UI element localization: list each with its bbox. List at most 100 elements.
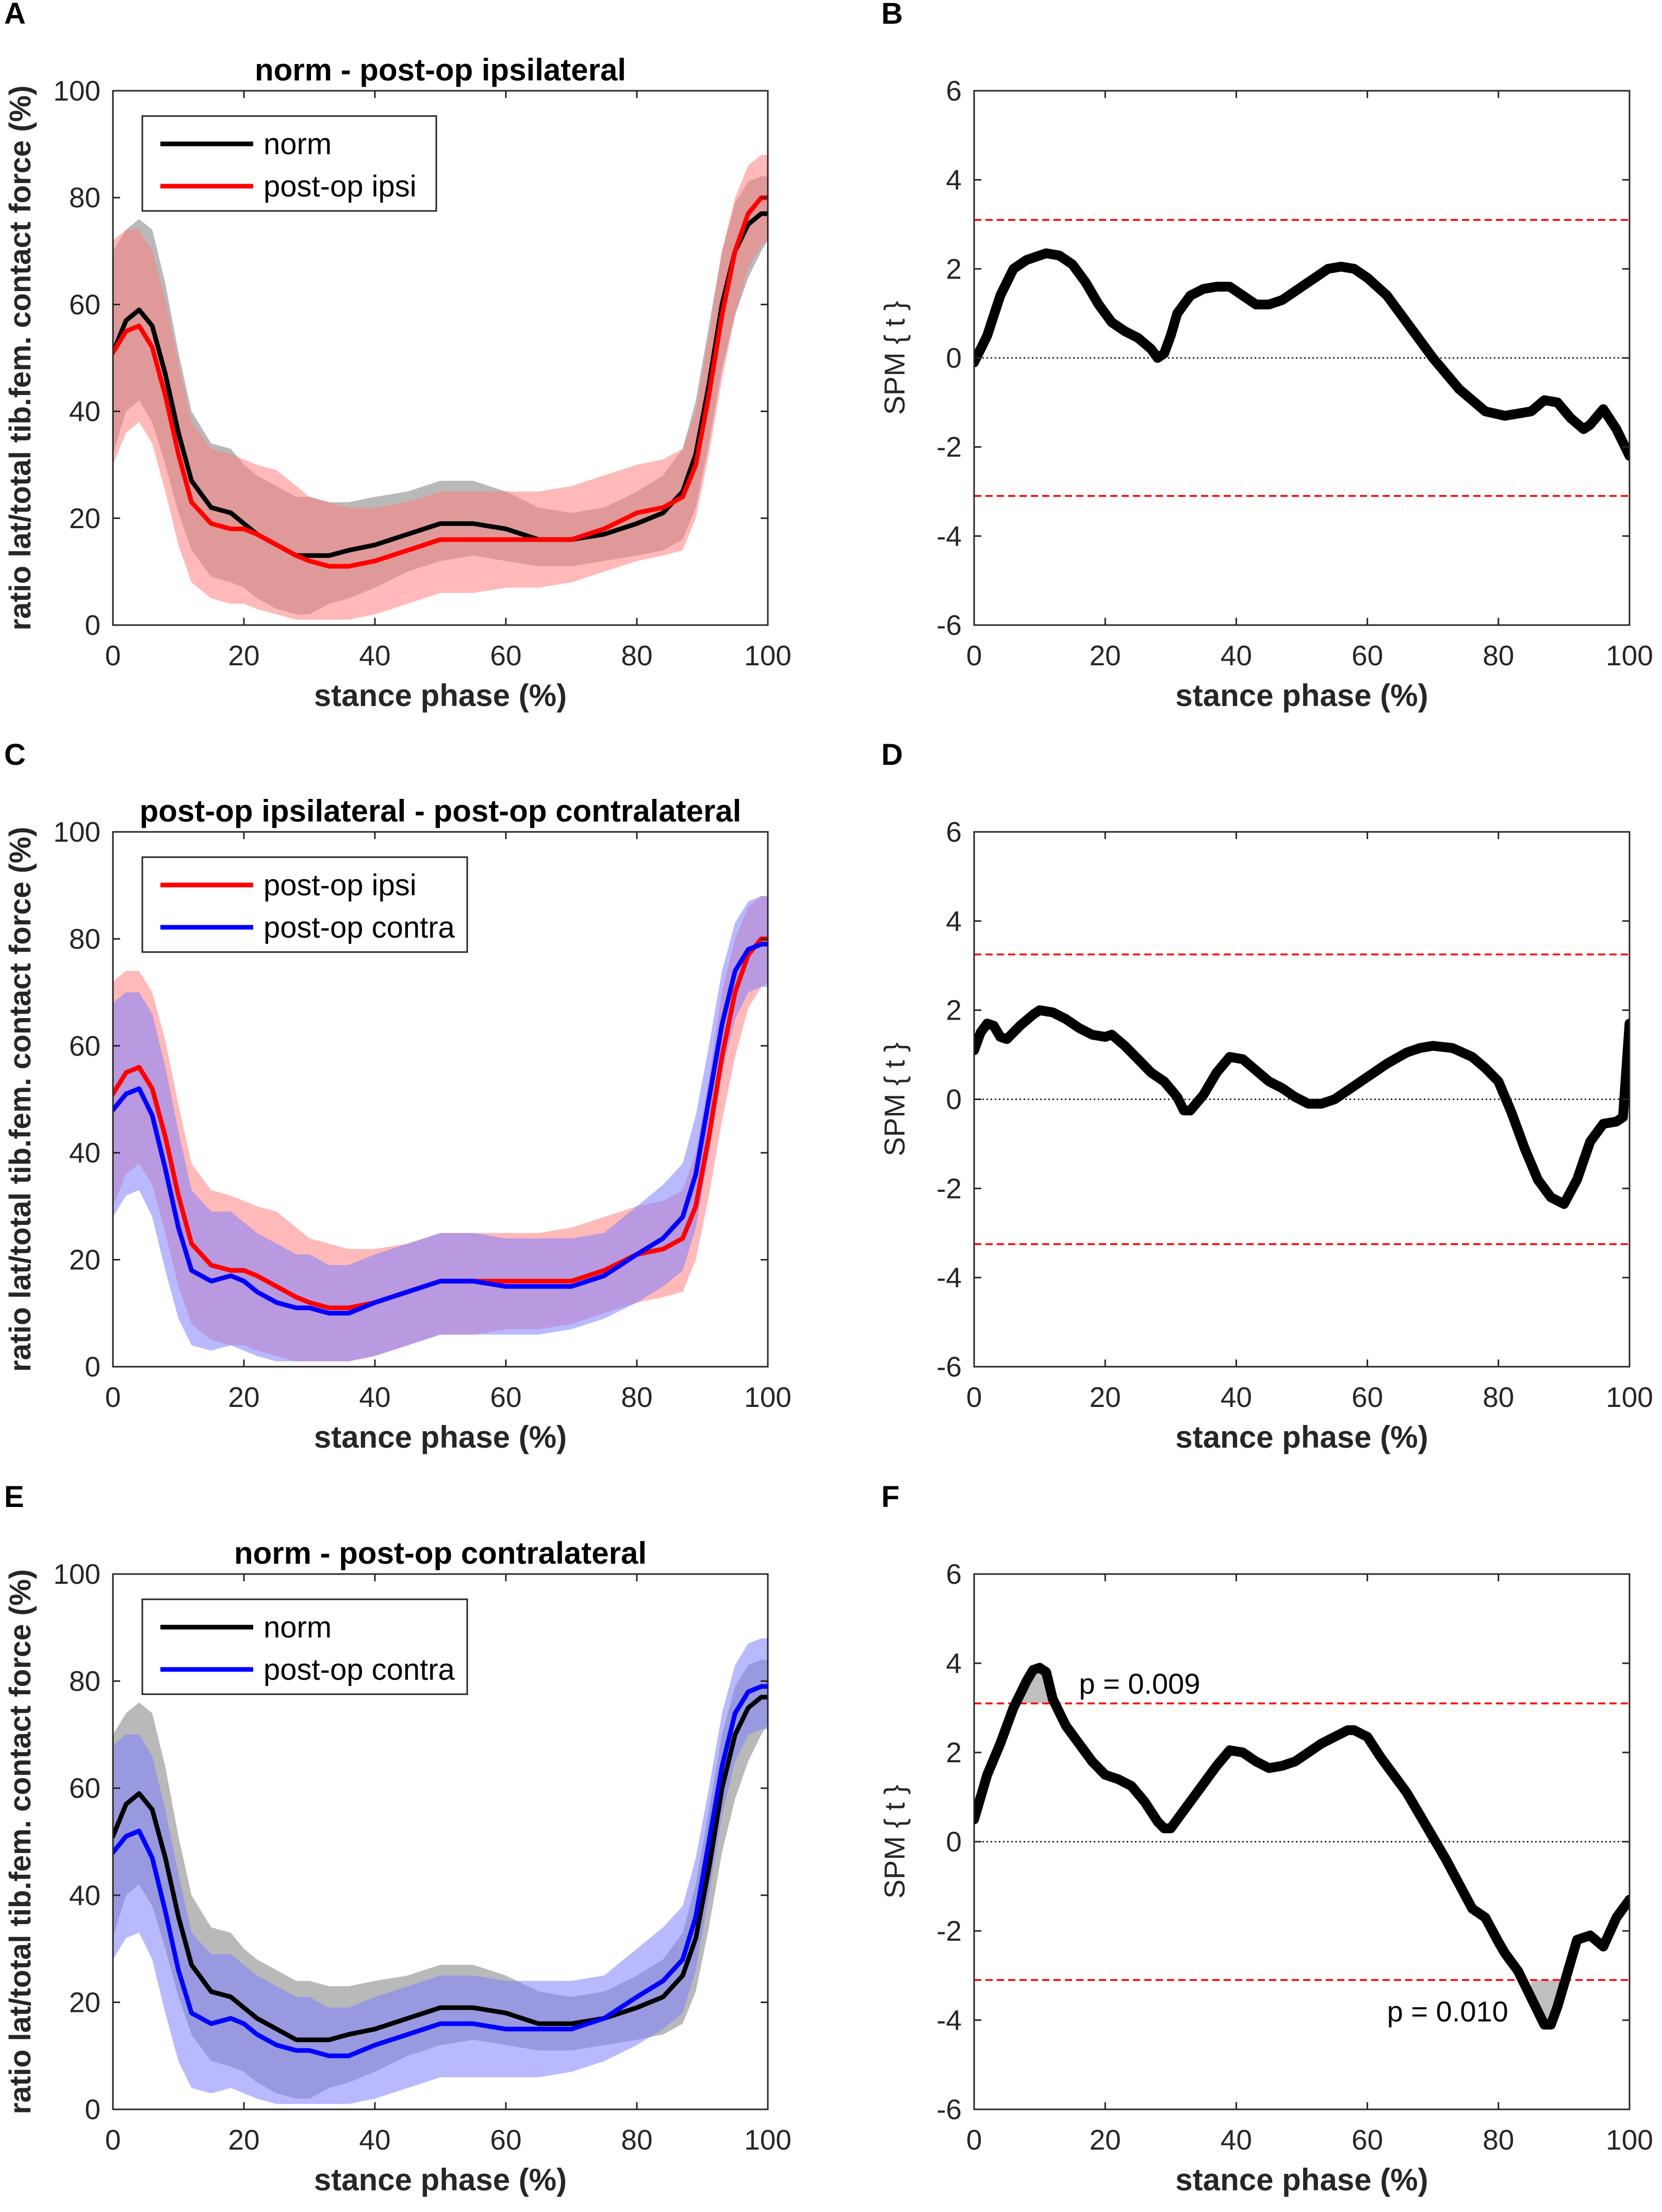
x-tick-label: 0 (105, 640, 121, 671)
x-tick-label: 100 (1606, 1381, 1653, 1413)
panel-a: 0 20 40 60 80 100 0 20 40 60 80 100 stance phase (%)… (4, 0, 792, 713)
x-tick-label: 0 (966, 1381, 982, 1413)
y-tick-label: -2 (936, 1172, 962, 1204)
y-tick-label: -6 (936, 1351, 962, 1383)
x-axis-label: stance phase (%) (314, 1420, 567, 1454)
spm-curve (974, 1663, 1630, 2030)
x-tick-label: 60 (490, 2124, 521, 2156)
y-axis-label: ratio lat/total tib.fem. contact force (… (4, 1569, 37, 2115)
legend-label: post-op ipsi (264, 170, 417, 203)
x-tick-label: 40 (1221, 640, 1252, 671)
y-tick-label: 6 (946, 75, 962, 107)
y-axis-label: ratio lat/total tib.fem. contact force (… (4, 827, 37, 1372)
chart-title: norm - post-op ipsilateral (255, 53, 626, 87)
panel-c: 0 20 40 60 80 100 0 20 40 60 80 100 stance phase (%)… (4, 738, 792, 1454)
y-tick-label: 6 (946, 816, 962, 848)
plot-content (113, 155, 768, 620)
x-tick-label: 100 (1606, 640, 1653, 671)
y-axis-label: ratio lat/total tib.fem. contact force (… (4, 86, 37, 631)
y-tick-label: 20 (69, 1244, 101, 1276)
y-tick-label: 4 (946, 164, 962, 196)
legend-label: post-op contra (264, 1653, 455, 1686)
x-tick-label: 100 (1606, 2124, 1653, 2156)
panel-letter: A (4, 0, 26, 30)
y-tick-label: 0 (946, 342, 962, 374)
x-axis-label: stance phase (%) (1175, 678, 1428, 713)
y-tick-label: 60 (69, 288, 101, 320)
p-value-annotation: p = 0.009 (1079, 1667, 1200, 1700)
x-tick-label: 40 (359, 640, 390, 671)
x-tick-label: 20 (1090, 2124, 1121, 2156)
legend: norm post-op ipsi (141, 115, 437, 212)
series-line-norm (113, 1695, 768, 2042)
y-tick-label: 0 (85, 1351, 101, 1383)
x-tick-label: 80 (1483, 1381, 1514, 1413)
y-tick-label: 2 (946, 253, 962, 285)
legend-box (141, 115, 437, 212)
panel-d: 0 20 40 60 80 100 -6 -4 -2 0 2 4 6 stance phase (%) SP… (878, 738, 1653, 1454)
x-tick-label: 40 (1221, 1381, 1252, 1413)
y-tick-label: -4 (936, 520, 962, 552)
y-tick-label: 80 (69, 923, 101, 955)
x-tick-label: 80 (621, 640, 652, 671)
y-tick-label: -2 (936, 431, 962, 463)
x-tick-label: 0 (105, 1381, 121, 1413)
panel-letter: E (4, 1480, 24, 1514)
y-tick-label: 0 (85, 609, 101, 641)
x-tick-label: 0 (105, 2124, 121, 2156)
legend-box (141, 1598, 468, 1695)
x-tick-label: 20 (1090, 1381, 1121, 1413)
x-tick-label: 60 (1352, 1381, 1383, 1413)
sd-band-contra (113, 896, 768, 1362)
panel-letter: C (4, 738, 26, 772)
x-axis-label: stance phase (%) (314, 678, 567, 713)
panel-letter: D (881, 738, 903, 772)
legend-label: norm (264, 1611, 332, 1644)
plot-content (974, 219, 1630, 497)
panel-letter: F (881, 1480, 899, 1514)
plot-content (974, 953, 1630, 1246)
x-tick-label: 40 (359, 2124, 390, 2156)
y-tick-label: 4 (946, 905, 962, 937)
series-line-contra (113, 1684, 768, 2058)
legend-label: norm (264, 127, 332, 161)
x-axis-label: stance phase (%) (1175, 1420, 1428, 1454)
x-tick-label: 60 (1352, 640, 1383, 671)
y-tick-label: 40 (69, 396, 101, 428)
y-tick-label: 80 (69, 1665, 101, 1697)
x-tick-label: 80 (621, 2124, 652, 2156)
axes-box (112, 831, 769, 1368)
y-axis-label: SPM { t } (878, 1785, 911, 1899)
y-tick-label: 40 (69, 1137, 101, 1169)
plot-area (974, 91, 1630, 625)
panel-b: 0 20 40 60 80 100 -6 -4 -2 0 2 4 6 stance phase (%) SP… (878, 0, 1653, 713)
y-tick-label: -4 (936, 1261, 962, 1293)
x-tick-label: 100 (744, 640, 792, 671)
chart-title: norm - post-op contralateral (234, 1536, 647, 1570)
x-axis-label: stance phase (%) (314, 2162, 567, 2197)
legend-box (141, 856, 468, 953)
y-tick-label: 2 (946, 1736, 962, 1768)
y-axis-label: SPM { t } (878, 301, 911, 415)
legend-label: post-op ipsi (264, 869, 417, 902)
p-value-annotation: p = 0.010 (1387, 1995, 1508, 2028)
plot-content (113, 896, 768, 1362)
y-tick-label: 2 (946, 994, 962, 1026)
x-tick-label: 80 (621, 1381, 652, 1413)
y-tick-label: 60 (69, 1772, 101, 1804)
x-tick-label: 20 (1090, 640, 1121, 671)
plot-content (974, 1663, 1630, 2030)
y-axis-label: SPM { t } (878, 1042, 911, 1156)
y-tick-label: -2 (936, 1915, 962, 1947)
panel-letter: B (881, 0, 903, 30)
x-tick-label: 0 (966, 2124, 982, 2156)
y-tick-label: -4 (936, 2004, 962, 2036)
spm-curve (974, 1005, 1630, 1209)
legend: post-op ipsi post-op contra (141, 856, 468, 953)
legend: norm post-op contra (141, 1598, 468, 1695)
y-tick-label: 40 (69, 1879, 101, 1911)
sd-band-contra (113, 1638, 768, 2104)
series-line-contra (113, 942, 768, 1316)
x-tick-label: 60 (490, 640, 521, 671)
y-tick-label: 0 (946, 1826, 962, 1858)
